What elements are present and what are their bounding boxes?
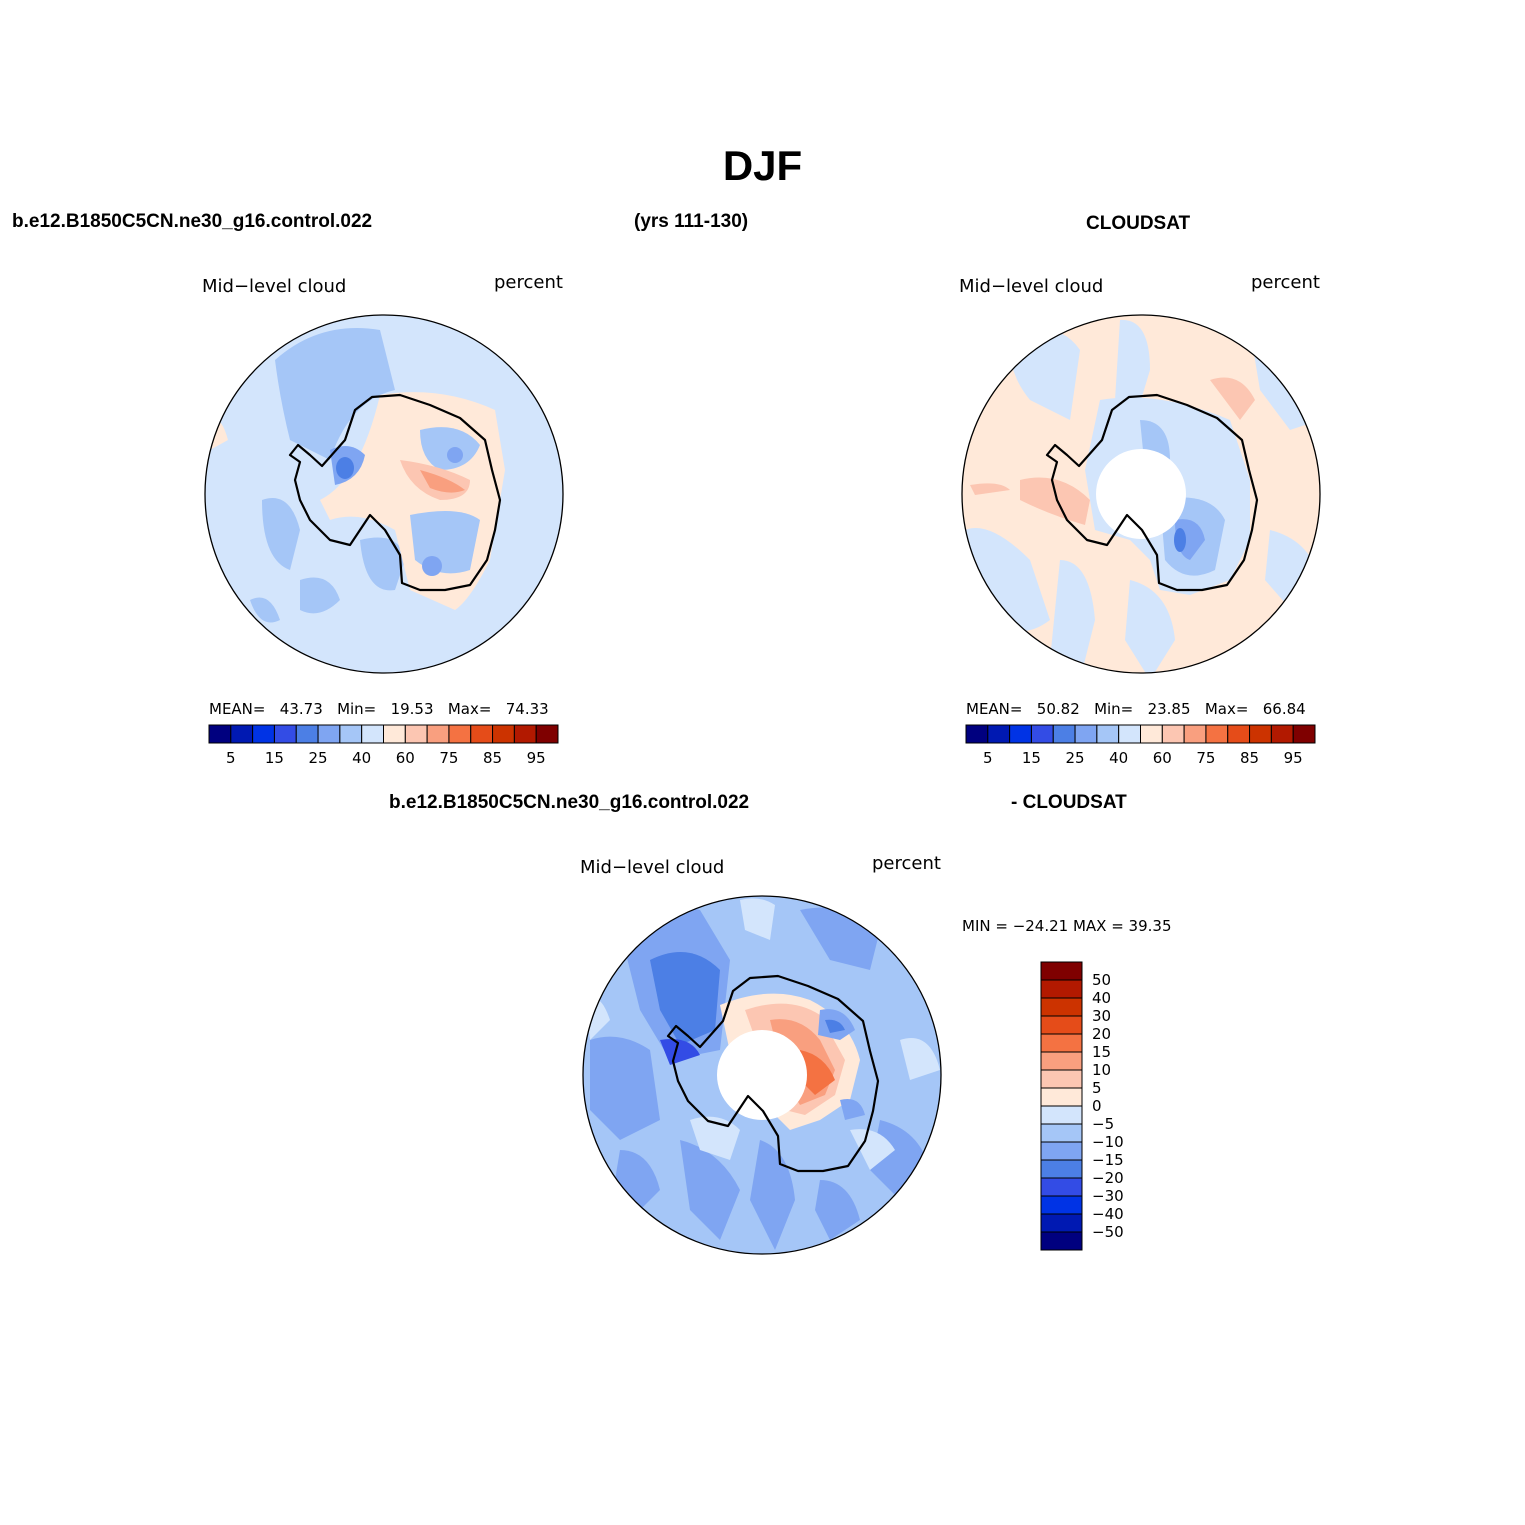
colorbar-tick-label: 40 bbox=[1109, 749, 1129, 767]
colorbar-swatch bbox=[1040, 1177, 1083, 1197]
colorbar-tick-label: 15 bbox=[1092, 1043, 1112, 1061]
panel-model-units: percent bbox=[494, 272, 563, 293]
colorbar-tick-label: 25 bbox=[308, 749, 328, 767]
colorbar-tick-label: 30 bbox=[1092, 1007, 1112, 1025]
colorbar-tick-label: 25 bbox=[1065, 749, 1085, 767]
stat-max-value: 74.33 bbox=[505, 700, 549, 718]
colorbar-tick-label: −30 bbox=[1092, 1187, 1124, 1205]
colorbar-tick-label: −20 bbox=[1092, 1169, 1124, 1187]
header-obs-name: CLOUDSAT bbox=[1086, 213, 1191, 234]
panel-obs-stats: MEAN= 50.82 Min= 23.85 Max= 66.84 bbox=[966, 700, 1306, 718]
colorbar-tick-label: 40 bbox=[1092, 989, 1112, 1007]
colorbar-tick-label: −10 bbox=[1092, 1133, 1124, 1151]
panel-diff-variable: Mid−level cloud bbox=[580, 857, 725, 878]
colorbar-swatch bbox=[1040, 1231, 1083, 1251]
colorbar-tick-label: 75 bbox=[1196, 749, 1216, 767]
colorbar-tick-label: 15 bbox=[1021, 749, 1041, 767]
colorbar-swatch bbox=[1040, 1141, 1083, 1161]
colorbar-swatch bbox=[1040, 1195, 1083, 1215]
stat-min-label: Min= bbox=[337, 700, 377, 718]
colorbar-tick-label: 40 bbox=[352, 749, 372, 767]
colorbar-tick-label: 5 bbox=[1092, 1079, 1102, 1097]
colorbar-swatch bbox=[1040, 1033, 1083, 1053]
colorbar-swatch bbox=[1040, 979, 1083, 999]
figure-title: DJF bbox=[722, 142, 803, 189]
colorbar-tick-label: 75 bbox=[439, 749, 459, 767]
panel-diff-units: percent bbox=[872, 853, 941, 874]
colorbar-swatch bbox=[1040, 997, 1083, 1017]
colorbar-swatch bbox=[1040, 1087, 1083, 1107]
diff-header-case-name: b.e12.B1850C5CN.ne30_g16.control.022 bbox=[389, 792, 750, 813]
colorbar-tick-label: −15 bbox=[1092, 1151, 1124, 1169]
stat-max-label: Max= bbox=[447, 700, 492, 718]
colorbar-tick-label: 95 bbox=[1283, 749, 1303, 767]
colorbar-swatch bbox=[1040, 961, 1083, 981]
colorbar-swatch bbox=[1040, 1123, 1083, 1143]
panel-model-stats: MEAN= 43.73 Min= 19.53 Max= 74.33 bbox=[209, 700, 549, 718]
colorbar-tick-label: 60 bbox=[1152, 749, 1172, 767]
panel-model-variable: Mid−level cloud bbox=[202, 276, 347, 297]
colorbar-tick-label: −50 bbox=[1092, 1223, 1124, 1241]
colorbar-tick-label: 15 bbox=[264, 749, 284, 767]
colorbar-tick-label: 85 bbox=[1240, 749, 1260, 767]
colorbar-swatch bbox=[1040, 1159, 1083, 1179]
header-years: (yrs 111-130) bbox=[634, 211, 749, 232]
colorbar-tick-label: 95 bbox=[526, 749, 546, 767]
colorbar-tick-label: −5 bbox=[1092, 1115, 1115, 1133]
colorbar-swatch bbox=[1040, 1105, 1083, 1125]
colorbar-tick-label: −40 bbox=[1092, 1205, 1124, 1223]
colorbar-swatch bbox=[1040, 1051, 1083, 1071]
stat-mean-label: MEAN= bbox=[966, 700, 1023, 718]
colorbar-swatch bbox=[1292, 724, 1316, 744]
colorbar-swatch bbox=[1040, 1015, 1083, 1035]
diff-header-obs-name: - CLOUDSAT bbox=[1011, 792, 1127, 813]
colorbar-tick-label: 50 bbox=[1092, 971, 1112, 989]
colorbar-tick-label: 10 bbox=[1092, 1061, 1112, 1079]
panel-obs-variable: Mid−level cloud bbox=[959, 276, 1104, 297]
stat-min-value: 23.85 bbox=[1147, 700, 1191, 718]
colorbar-tick-label: 20 bbox=[1092, 1025, 1112, 1043]
colorbar-swatch bbox=[1040, 1213, 1083, 1233]
stat-max-value: 66.84 bbox=[1262, 700, 1306, 718]
stat-min-value: 19.53 bbox=[390, 700, 434, 718]
colorbar-swatch bbox=[535, 724, 559, 744]
stat-min-label: Min= bbox=[1094, 700, 1134, 718]
panel-diff-minmax: MIN = −24.21 MAX = 39.35 bbox=[962, 917, 1172, 935]
colorbar-tick-label: 0 bbox=[1092, 1097, 1102, 1115]
stat-max-label: Max= bbox=[1204, 700, 1249, 718]
panel-obs-units: percent bbox=[1251, 272, 1320, 293]
colorbar-tick-label: 5 bbox=[226, 749, 236, 767]
colorbar-tick-label: 5 bbox=[983, 749, 993, 767]
stat-mean-label: MEAN= bbox=[209, 700, 266, 718]
stat-mean-value: 43.73 bbox=[279, 700, 323, 718]
colorbar-tick-label: 85 bbox=[483, 749, 503, 767]
colorbar-tick-label: 60 bbox=[395, 749, 415, 767]
stat-mean-value: 50.82 bbox=[1036, 700, 1080, 718]
colorbar-swatch bbox=[1040, 1069, 1083, 1089]
header-case-name: b.e12.B1850C5CN.ne30_g16.control.022 bbox=[12, 211, 373, 232]
